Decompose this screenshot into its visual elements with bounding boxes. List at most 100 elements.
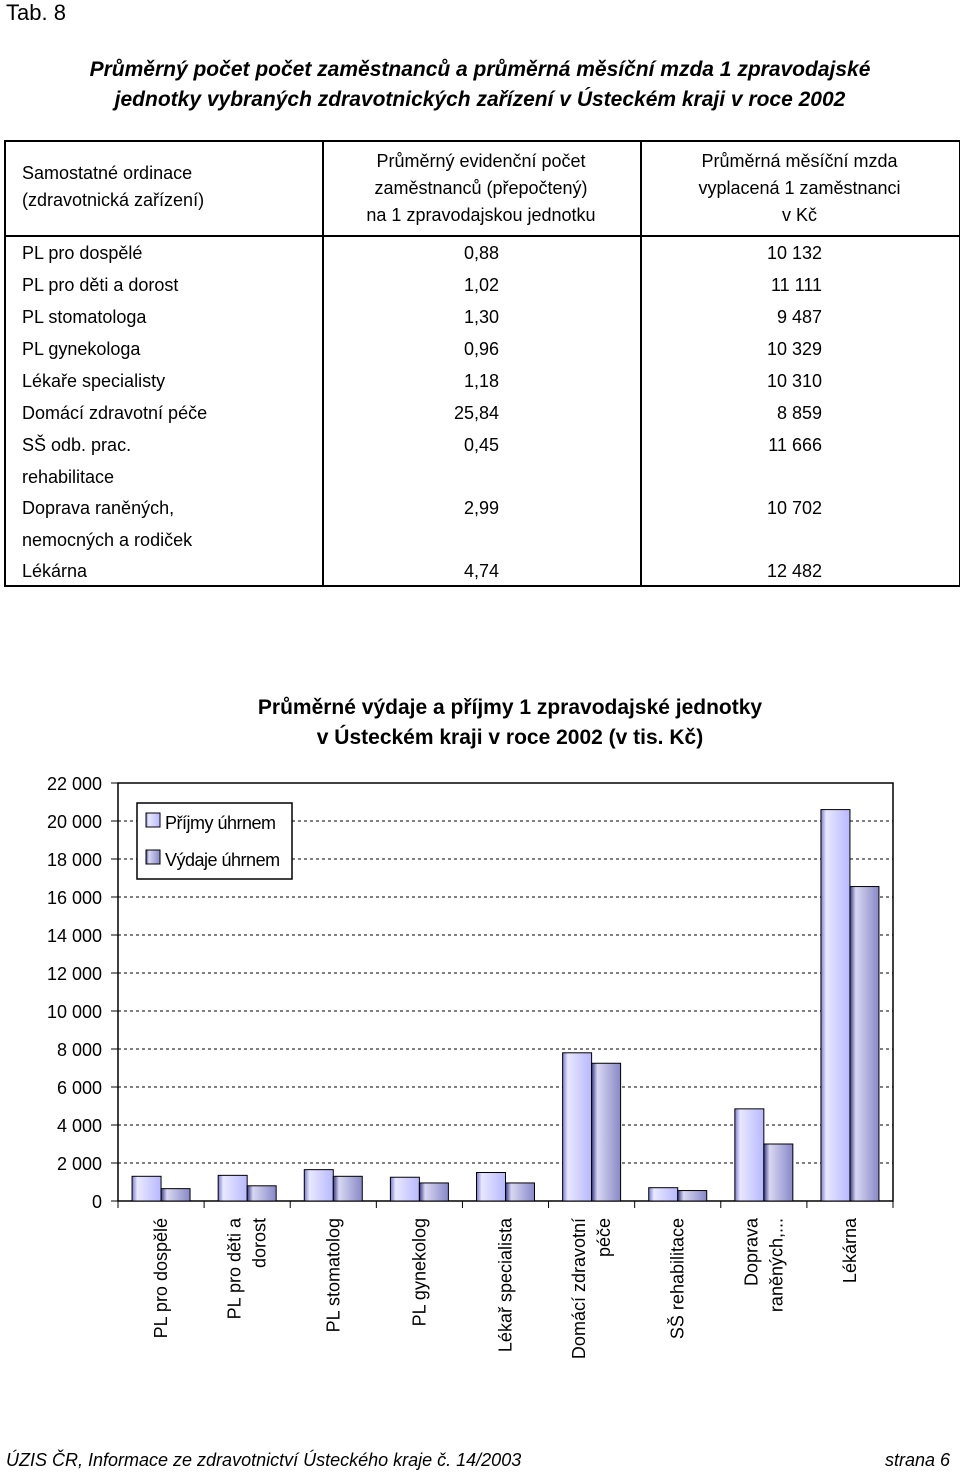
table-row: SŠ odb. prac. rehabilitace 0,45 11 666 xyxy=(4,429,959,487)
chart-canvas: 0 2 000 4 000 6 000 8 000 10 000 12 000 14 000 1… xyxy=(47,774,894,1359)
row-employees: 1,30 xyxy=(463,307,499,327)
y-tick-label: 10 000 xyxy=(47,1002,102,1022)
table-row: PL gynekologa 0,96 10 329 xyxy=(4,333,959,365)
bar xyxy=(303,1169,334,1202)
chart-title-line-2: v Ústeckém kraji v roce 2002 (v tis. Kč) xyxy=(316,726,704,749)
row-employees: 0,45 xyxy=(463,435,499,455)
table-row: Domácí zdravotní péče 25,84 8 859 xyxy=(4,397,959,429)
x-tick-label: Lékárna xyxy=(840,1217,860,1283)
row-wage: 12 482 xyxy=(766,561,822,581)
legend-box xyxy=(136,802,293,880)
row-wage: 11 666 xyxy=(768,435,822,455)
page-title: Průměrný počet počet zaměstnanců a průmě… xyxy=(0,55,960,115)
row-wage: 8 859 xyxy=(776,403,822,423)
y-tick-label: 2 000 xyxy=(57,1154,102,1174)
table-column-divider xyxy=(322,140,324,585)
y-tick-label: 22 000 xyxy=(47,774,102,794)
x-tick-label: Domácí zdravotní xyxy=(569,1218,589,1359)
y-tick-label: 20 000 xyxy=(47,812,102,832)
bar xyxy=(476,1172,506,1202)
bar xyxy=(763,1143,794,1202)
row-name: PL pro děti a dorost xyxy=(22,275,179,295)
bar xyxy=(332,1175,363,1202)
bar xyxy=(591,1062,622,1202)
y-tick-label: 14 000 xyxy=(47,926,102,946)
row-name: PL pro dospělé xyxy=(22,243,143,263)
footer-source: ÚZIS ČR, Informace ze zdravotnictví Úste… xyxy=(6,1450,522,1470)
y-tick-label: 8 000 xyxy=(57,1040,102,1060)
legend-label: Výdaje úhrnem xyxy=(165,850,280,870)
row-wage: 10 132 xyxy=(766,243,822,263)
legend-label: Příjmy úhrnem xyxy=(165,813,276,833)
y-tick-label: 18 000 xyxy=(47,850,102,870)
x-tick-label: PL stomatolog xyxy=(323,1218,343,1332)
row-name: Lékaře specialisty xyxy=(22,371,166,391)
row-employees: 1,18 xyxy=(463,371,499,391)
bar xyxy=(505,1182,535,1202)
chart-title-line-1: Průměrné výdaje a příjmy 1 zpravodajské … xyxy=(257,696,763,719)
table-header-wage: Průměrná měsíční mzda vyplacená 1 zaměst… xyxy=(698,151,901,225)
row-name: Doprava raněných, xyxy=(22,498,175,518)
bar xyxy=(648,1187,679,1202)
x-tick-label: PL pro dospělé xyxy=(151,1218,171,1338)
page-title-line-2: jednotky vybraných zdravotnických zaříze… xyxy=(114,88,846,111)
row-wage: 9 487 xyxy=(776,307,822,327)
row-name-continued: nemocných a rodiček xyxy=(22,530,193,550)
x-tick-label: PL gynekolog xyxy=(409,1218,429,1326)
x-tick-label: Lékař specialista xyxy=(496,1217,516,1352)
row-employees: 1,02 xyxy=(463,275,499,295)
footer-page-number: strana 6 xyxy=(884,1450,950,1470)
bar xyxy=(734,1108,765,1202)
bar xyxy=(131,1175,162,1202)
x-tick-label: péče xyxy=(594,1218,614,1257)
x-tick-label: dorost xyxy=(250,1218,270,1268)
table-column-divider xyxy=(640,140,642,585)
row-employees: 0,96 xyxy=(463,339,499,359)
y-tick-label: 12 000 xyxy=(47,964,102,984)
row-employees: 25,84 xyxy=(453,403,499,423)
row-wage: 10 329 xyxy=(766,339,822,359)
table-row: Doprava raněných, nemocných a rodiček 2,… xyxy=(4,492,959,550)
table-header-divider xyxy=(4,235,959,237)
page-title-line-1: Průměrný počet počet zaměstnanců a průmě… xyxy=(89,58,871,81)
row-wage: 10 702 xyxy=(766,498,822,518)
table-row: Lékaře specialisty 1,18 10 310 xyxy=(4,365,959,397)
row-name: SŠ odb. prac. xyxy=(22,435,132,455)
y-tick-label: 16 000 xyxy=(47,888,102,908)
bar xyxy=(418,1182,449,1202)
bar xyxy=(849,886,880,1202)
bar xyxy=(820,809,851,1202)
table-row: Lékárna 4,74 12 482 xyxy=(4,555,959,587)
table-header-facility: Samostatné ordinace (zdravotnická zaříze… xyxy=(22,163,205,210)
table-row: PL stomatologa 1,30 9 487 xyxy=(4,301,959,333)
y-tick-label: 4 000 xyxy=(57,1116,102,1136)
bar xyxy=(389,1176,420,1202)
bar-chart: Průměrné výdaje a příjmy 1 zpravodajské … xyxy=(0,690,960,1380)
x-tick-label: Doprava xyxy=(741,1217,761,1286)
row-wage: 10 310 xyxy=(766,371,822,391)
bar xyxy=(217,1174,248,1202)
x-tick-label: PL pro děti a xyxy=(225,1217,245,1319)
row-employees: 0,88 xyxy=(463,243,499,263)
row-name: Domácí zdravotní péče xyxy=(22,403,208,423)
bar xyxy=(677,1190,708,1202)
row-name: PL gynekologa xyxy=(22,339,141,359)
table-row: PL pro dospělé 0,88 10 132 xyxy=(4,237,959,269)
chart-title: Průměrné výdaje a příjmy 1 zpravodajské … xyxy=(200,693,820,753)
row-wage: 11 111 xyxy=(770,275,822,295)
bar xyxy=(160,1188,191,1202)
x-tick-label: SŠ rehabilitace xyxy=(667,1218,688,1339)
x-tick-label: raněných,... xyxy=(766,1218,786,1312)
table-row: PL pro děti a dorost 1,02 11 111 xyxy=(4,269,959,301)
legend-swatch xyxy=(145,812,161,828)
table-header-employees: Průměrný evidenční počet zaměstnanců (př… xyxy=(366,151,596,225)
row-name-continued: rehabilitace xyxy=(22,467,115,487)
row-employees: 2,99 xyxy=(463,498,499,518)
table-number-label: Tab. 8 xyxy=(6,0,66,25)
y-tick-label: 0 xyxy=(92,1192,102,1212)
row-name: PL stomatologa xyxy=(22,307,147,327)
row-name: Lékárna xyxy=(22,561,88,581)
data-table: Samostatné ordinace (zdravotnická zaříze… xyxy=(4,140,960,587)
y-tick-label: 6 000 xyxy=(57,1078,102,1098)
row-employees: 4,74 xyxy=(463,561,499,581)
